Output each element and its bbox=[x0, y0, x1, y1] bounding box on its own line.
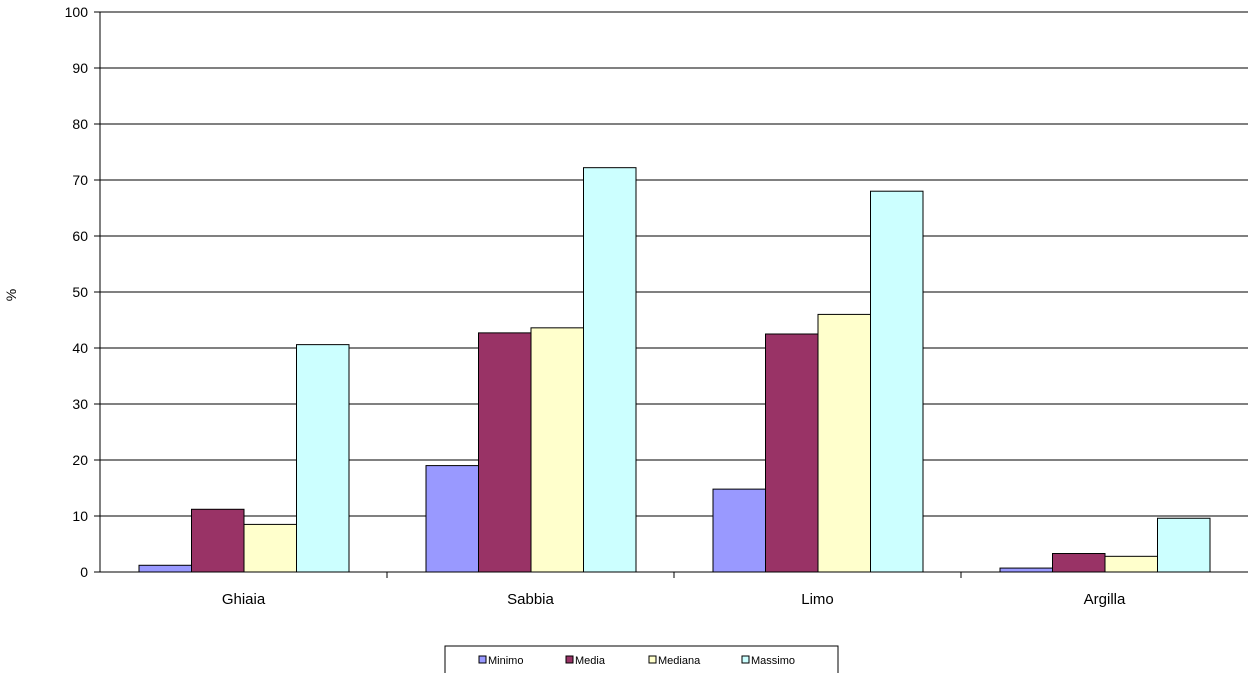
bar-mediana-sabbia bbox=[531, 328, 584, 572]
bar-massimo-ghiaia bbox=[297, 345, 350, 572]
legend-label-mediana: Mediana bbox=[658, 655, 701, 667]
y-tick-labels: 0 10 20 30 40 50 60 70 80 90 100 bbox=[65, 4, 100, 580]
bar-media-sabbia bbox=[479, 333, 532, 572]
bar-massimo-sabbia bbox=[584, 168, 637, 572]
bar-minimo-argilla bbox=[1000, 568, 1053, 572]
bar-minimo-ghiaia bbox=[139, 565, 192, 572]
legend-label-minimo: Minimo bbox=[488, 655, 523, 667]
y-tick-label: 90 bbox=[72, 60, 88, 76]
legend-swatch-massimo bbox=[742, 656, 749, 663]
bar-media-argilla bbox=[1053, 554, 1106, 572]
bar-media-limo bbox=[766, 334, 819, 572]
bar-media-ghiaia bbox=[192, 509, 245, 572]
x-tick-label: Ghiaia bbox=[222, 591, 266, 608]
legend-swatch-minimo bbox=[479, 656, 486, 663]
bar-massimo-argilla bbox=[1158, 518, 1211, 572]
y-tick-label: 70 bbox=[72, 172, 88, 188]
y-axis-label: % bbox=[3, 289, 19, 301]
x-tick-label: Limo bbox=[801, 591, 834, 608]
y-tick-label: 0 bbox=[80, 564, 88, 580]
y-tick-label: 20 bbox=[72, 452, 88, 468]
bar-mediana-argilla bbox=[1105, 556, 1158, 572]
bar-mediana-ghiaia bbox=[244, 524, 297, 572]
bar-massimo-limo bbox=[871, 191, 924, 572]
x-tick-label: Sabbia bbox=[507, 591, 554, 608]
y-tick-label: 40 bbox=[72, 340, 88, 356]
y-tick-label: 100 bbox=[65, 4, 89, 20]
legend-label-massimo: Massimo bbox=[751, 655, 795, 667]
y-tick-label: 80 bbox=[72, 116, 88, 132]
y-tick-label: 60 bbox=[72, 228, 88, 244]
category-labels: Ghiaia Sabbia Limo Argilla bbox=[222, 591, 1126, 608]
bar-minimo-sabbia bbox=[426, 466, 479, 572]
axes bbox=[100, 12, 1248, 578]
gridlines bbox=[100, 12, 1248, 516]
bar-minimo-limo bbox=[713, 489, 766, 572]
legend-swatch-media bbox=[566, 656, 573, 663]
legend-swatch-mediana bbox=[649, 656, 656, 663]
legend: Minimo Media Mediana Massimo bbox=[445, 646, 838, 673]
y-tick-label: 30 bbox=[72, 396, 88, 412]
legend-label-media: Media bbox=[575, 655, 606, 667]
bars bbox=[139, 168, 1210, 572]
y-tick-label: 50 bbox=[72, 284, 88, 300]
bar-mediana-limo bbox=[818, 314, 871, 572]
y-tick-label: 10 bbox=[72, 508, 88, 524]
x-tick-label: Argilla bbox=[1084, 591, 1126, 608]
